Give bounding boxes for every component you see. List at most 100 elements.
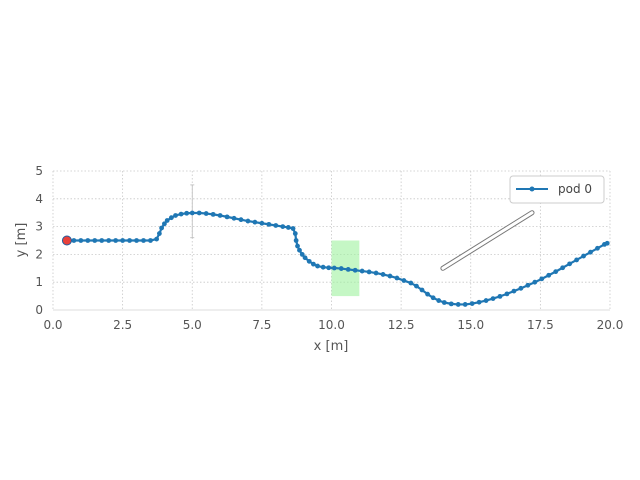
data-point — [266, 221, 272, 227]
data-point — [141, 238, 146, 243]
data-point — [302, 255, 308, 261]
data-point — [604, 240, 610, 246]
data-point — [345, 267, 351, 272]
data-point — [196, 210, 202, 216]
data-point — [469, 301, 475, 307]
data-point — [380, 272, 386, 277]
data-point — [184, 210, 190, 216]
x-tick-label: 2.5 — [113, 318, 132, 332]
y-tick-labels: 0 1 2 3 4 5 — [35, 164, 43, 317]
data-point — [297, 247, 302, 253]
data-point — [326, 265, 332, 271]
legend-entry-pod-0: pod 0 — [558, 182, 592, 196]
data-point — [588, 249, 593, 255]
data-point — [504, 291, 510, 297]
data-point — [217, 213, 223, 218]
data-point — [210, 211, 216, 217]
data-point — [164, 218, 170, 223]
data-point — [532, 279, 538, 285]
data-point — [252, 219, 258, 225]
data-point — [259, 220, 265, 226]
data-point — [425, 291, 430, 297]
data-point — [293, 238, 299, 243]
data-point — [273, 223, 279, 228]
data-point — [154, 236, 160, 242]
data-point — [290, 226, 296, 231]
data-point — [462, 302, 468, 307]
data-point — [455, 302, 461, 307]
legend-box — [509, 175, 605, 204]
data-point — [310, 261, 316, 267]
data-point — [299, 252, 305, 257]
x-tick-label: 15.0 — [457, 318, 484, 332]
x-tick-label: 7.5 — [252, 318, 271, 332]
data-point — [408, 280, 414, 286]
data-point — [134, 238, 139, 243]
annotations — [190, 184, 535, 297]
data-point — [245, 218, 251, 224]
data-point — [436, 298, 442, 303]
x-tick-label: 5.0 — [183, 318, 202, 332]
data-point — [178, 211, 184, 217]
data-point — [238, 217, 244, 223]
data-point — [518, 285, 524, 291]
data-point — [173, 213, 178, 218]
data-point — [539, 276, 545, 282]
data-point — [581, 253, 586, 259]
data-point — [280, 224, 286, 230]
data-point — [285, 225, 291, 230]
y-axis-label: y [m] — [14, 223, 29, 258]
data-point — [387, 273, 393, 279]
data-point — [497, 293, 503, 299]
data-point — [574, 257, 579, 263]
data-point — [476, 299, 482, 305]
data-point — [419, 287, 425, 293]
data-point — [78, 238, 84, 243]
data-point — [106, 238, 112, 243]
x-tick-label: 20.0 — [597, 318, 624, 332]
x-tick-label: 17.5 — [527, 318, 554, 332]
start-marker — [61, 235, 72, 246]
data-point — [525, 282, 531, 288]
x-tick-label: 0.0 — [43, 318, 62, 332]
data-point — [366, 269, 372, 275]
data-point — [156, 231, 162, 236]
data-point — [148, 238, 153, 243]
data-point — [560, 265, 566, 271]
data-point — [315, 263, 320, 269]
data-point — [224, 214, 230, 220]
data-point — [394, 275, 400, 281]
legend-series-marker — [529, 186, 535, 192]
diagonal-obstacle — [441, 211, 534, 270]
data-point — [430, 295, 436, 301]
y-tick-label: 0 — [35, 303, 43, 317]
y-tick-label: 4 — [35, 192, 43, 206]
legend: pod 0 — [509, 175, 605, 204]
data-point — [203, 211, 209, 216]
data-point — [85, 238, 91, 243]
data-point — [595, 245, 600, 251]
y-tick-label: 5 — [35, 164, 43, 178]
data-point — [401, 278, 407, 283]
x-axis-label: x [m] — [314, 339, 349, 354]
data-point — [295, 243, 300, 249]
data-point — [490, 296, 496, 302]
data-point — [120, 238, 126, 243]
x-tick-labels: 0.0 2.5 5.0 7.5 10.0 12.5 15.0 17.5 20.0 — [43, 318, 623, 332]
data-point — [99, 238, 105, 243]
data-point — [113, 238, 119, 243]
data-point — [162, 221, 167, 227]
data-point — [441, 300, 447, 305]
data-point — [567, 261, 573, 267]
data-point — [92, 238, 98, 243]
data-point — [352, 267, 358, 273]
y-tick-label: 2 — [35, 247, 43, 261]
y-tick-label: 3 — [35, 220, 43, 234]
x-tick-label: 10.0 — [318, 318, 345, 332]
data-point — [448, 301, 454, 307]
data-point — [306, 258, 312, 264]
x-tick-label: 12.5 — [388, 318, 415, 332]
data-point — [292, 231, 298, 236]
y-tick-label: 1 — [35, 275, 43, 289]
